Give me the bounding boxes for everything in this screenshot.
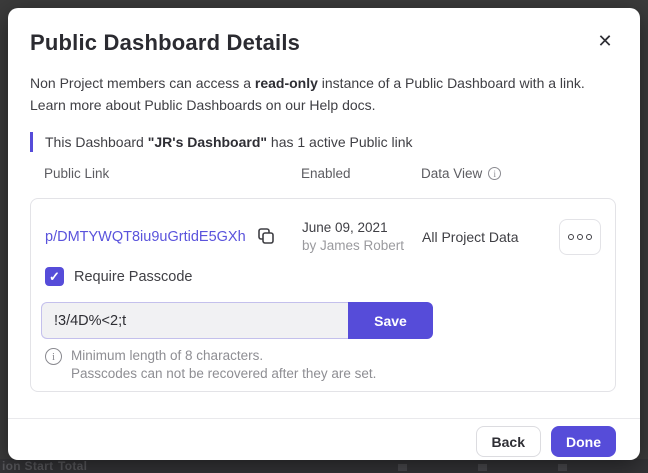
public-dashboard-details-modal: ✕ Public Dashboard Details Non Project m… xyxy=(8,8,640,460)
enabled-date: June 09, 2021 xyxy=(302,220,388,235)
more-options-icon[interactable] xyxy=(559,219,601,255)
public-link-url[interactable]: p/DMTYWQT8iu9uGrtidE5GXh xyxy=(45,229,246,245)
intro-text-part: Non Project members can access a xyxy=(30,75,255,91)
background-legend-swatch xyxy=(478,464,487,471)
background-text-fragment: ion Start xyxy=(2,459,54,473)
background-scrim: ion Start Total xyxy=(0,459,648,473)
enabled-cell: June 09, 2021 by James Robert xyxy=(302,219,422,255)
passcode-hint: i Minimum length of 8 characters. Passco… xyxy=(45,347,376,383)
require-passcode-row: ✓ Require Passcode xyxy=(31,261,615,286)
copy-icon[interactable] xyxy=(256,227,276,247)
data-view-cell: All Project Data xyxy=(422,229,519,245)
table-header-row: Public Link Enabled Data View i xyxy=(30,166,616,181)
column-header-data-view: Data View i xyxy=(421,166,551,181)
background-legend-swatch xyxy=(398,464,407,471)
public-link-card: p/DMTYWQT8iu9uGrtidE5GXh June 09, 2021 b… xyxy=(30,198,616,392)
column-header-public-link: Public Link xyxy=(44,166,110,181)
modal-footer: Back Done xyxy=(475,426,616,457)
background-legend-swatch xyxy=(558,464,567,471)
callout-text-part: This Dashboard xyxy=(45,134,148,150)
info-icon[interactable]: i xyxy=(488,167,502,180)
passcode-input-group: Save xyxy=(41,302,433,339)
save-button[interactable]: Save xyxy=(348,302,433,339)
done-button[interactable]: Done xyxy=(551,426,616,457)
column-header-enabled: Enabled xyxy=(301,166,351,181)
callout-dashboard-name: "JR's Dashboard" xyxy=(147,134,268,150)
close-icon[interactable]: ✕ xyxy=(594,30,616,52)
intro-text-line2: Learn more about Public Dashboards on ou… xyxy=(30,97,376,113)
intro-text-part: instance of a Public Dashboard with a li… xyxy=(317,75,585,91)
column-header-data-view-label: Data View xyxy=(421,166,483,181)
hint-line-2: Passcodes can not be recovered after the… xyxy=(71,366,377,381)
active-link-callout: This Dashboard "JR's Dashboard" has 1 ac… xyxy=(30,132,590,152)
intro-text: Non Project members can access a read-on… xyxy=(30,72,590,116)
intro-text-bold: read-only xyxy=(254,75,318,91)
page-title: Public Dashboard Details xyxy=(30,30,301,55)
background-text-fragment: Total xyxy=(58,459,88,473)
passcode-input[interactable] xyxy=(41,302,348,339)
footer-divider xyxy=(8,418,640,419)
table-row: p/DMTYWQT8iu9uGrtidE5GXh June 09, 2021 b… xyxy=(31,199,615,261)
require-passcode-label: Require Passcode xyxy=(74,268,193,285)
info-icon: i xyxy=(45,348,62,365)
callout-text-part: has 1 active Public link xyxy=(267,134,413,150)
enabled-by: by James Robert xyxy=(302,238,405,253)
back-button[interactable]: Back xyxy=(475,426,541,457)
require-passcode-checkbox[interactable]: ✓ xyxy=(45,267,64,286)
hint-line-1: Minimum length of 8 characters. xyxy=(71,348,264,363)
